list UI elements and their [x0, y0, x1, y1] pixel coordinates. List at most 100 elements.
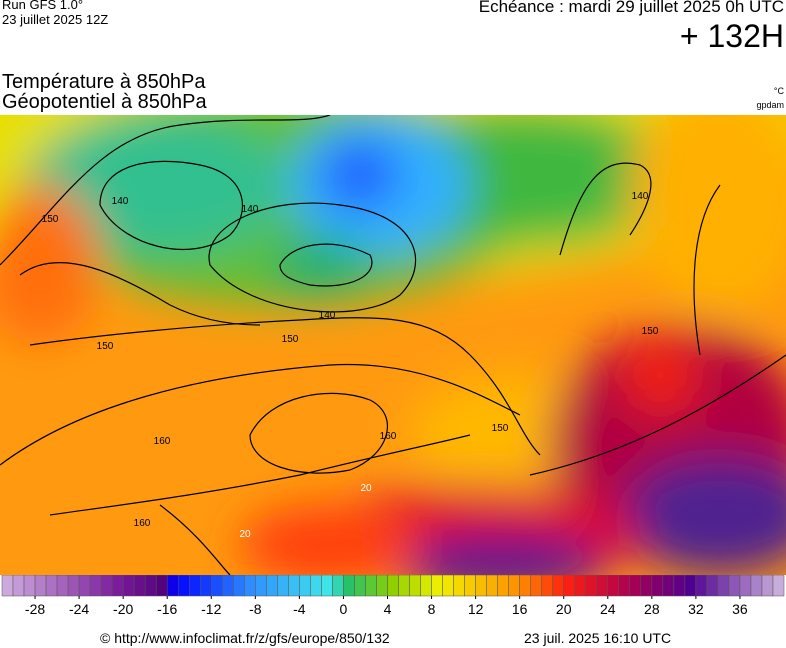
colorbar-swatch	[585, 575, 598, 597]
colorbar-tick-label: 4	[384, 601, 392, 617]
colorbar-swatch	[772, 575, 785, 597]
colorbar-swatch	[188, 575, 201, 597]
colorbar-swatch	[761, 575, 774, 597]
colorbar-swatch	[431, 575, 443, 597]
colorbar-tick-label: 16	[512, 601, 528, 617]
colorbar-tick-label: -20	[113, 601, 133, 617]
colorbar-tick-label: -4	[293, 601, 306, 617]
colorbar-tick-label: 28	[644, 601, 660, 617]
colorbar-swatch	[541, 575, 553, 597]
map: 140 140 140 140 150 150 150 150 150 160 160 160 20 20	[0, 115, 786, 575]
contour-label: 20	[239, 529, 251, 540]
colorbar-swatch	[166, 575, 179, 597]
colorbar-tick-label: -12	[201, 601, 221, 617]
colorbar-tick-label: 0	[340, 601, 348, 617]
generated-time: 23 juil. 2025 16:10 UTC	[524, 630, 672, 646]
colorbar-swatch	[420, 575, 432, 597]
colorbar-tick-label: 8	[428, 601, 436, 617]
run-date: 23 juillet 2025 12Z	[2, 12, 109, 27]
colorbar-swatch	[739, 575, 752, 597]
colorbar-swatch	[409, 575, 421, 597]
colorbar-swatch	[244, 575, 256, 597]
valid-time: Echéance : mardi 29 juillet 2025 0h UTC	[478, 0, 784, 16]
unit-label: °C	[773, 86, 784, 96]
colorbar-swatch	[23, 575, 36, 597]
colorbar-swatch	[376, 575, 388, 597]
colorbar-swatch	[310, 575, 322, 597]
colorbar-tick-label: -8	[249, 601, 262, 617]
contour-label: 140	[112, 196, 129, 207]
colorbar-swatch	[177, 575, 190, 597]
colorbar-swatch	[321, 575, 333, 597]
colorbar-swatch	[662, 575, 675, 597]
colorbar-swatch	[343, 575, 355, 597]
colorbar-tick-label: 32	[688, 601, 704, 617]
contour-label: 160	[380, 431, 397, 442]
contour-label: 150	[492, 423, 509, 434]
colorbar-swatch	[78, 575, 91, 597]
contour-label: 140	[632, 191, 649, 202]
colorbar-swatch	[728, 575, 741, 597]
contour-label: 150	[282, 334, 299, 345]
colorbar-swatch	[464, 575, 476, 597]
colorbar-swatch	[475, 575, 487, 597]
colorbar-swatch	[629, 575, 642, 597]
contour-label: 150	[642, 326, 659, 337]
contour-label: 160	[154, 436, 171, 447]
colorbar-swatch	[100, 575, 113, 597]
colorbar-swatch	[34, 575, 47, 597]
colorbar-swatch	[200, 575, 212, 597]
colorbar-swatch	[111, 575, 124, 597]
colorbar-swatch	[684, 575, 697, 597]
colorbar-swatch	[155, 575, 168, 597]
colorbar-swatch	[89, 575, 102, 597]
colorbar-swatch	[453, 575, 465, 597]
colorbar-tick-label: -28	[25, 601, 45, 617]
colorbar-swatch	[365, 575, 377, 597]
colorbar-swatch	[387, 575, 399, 597]
colorbar-swatch	[12, 575, 25, 597]
colorbar-swatch	[354, 575, 366, 597]
field-title: Géopotentiel à 850hPa	[2, 91, 207, 113]
colorbar-swatch	[695, 575, 708, 597]
colorbar-swatch	[607, 575, 620, 597]
colorbar-swatch	[45, 575, 58, 597]
colorbar-swatch	[552, 575, 564, 597]
colorbar-swatch	[442, 575, 454, 597]
colorbar-swatch	[233, 575, 245, 597]
colorbar-swatch	[67, 575, 80, 597]
contour-label: 140	[242, 204, 259, 215]
run-label: Run GFS 1.0°	[2, 0, 84, 12]
colorbar-swatch	[332, 575, 344, 597]
colorbar-swatch	[574, 575, 586, 597]
contour-label: 150	[97, 341, 114, 352]
colorbar-swatch	[122, 575, 135, 597]
contour-label: 150	[42, 214, 59, 225]
colorbar-swatch	[618, 575, 631, 597]
contour-label: 140	[319, 310, 336, 321]
colorbar-swatch	[398, 575, 410, 597]
contour-label: 160	[134, 518, 151, 529]
colorbar-swatch	[508, 575, 520, 597]
colorbar-swatch	[133, 575, 146, 597]
colorbar-swatch	[144, 575, 157, 597]
source-url: © http://www.infoclimat.fr/z/gfs/europe/…	[100, 630, 390, 646]
colorbar-tick-label: -24	[69, 601, 89, 617]
colorbar-swatch	[266, 575, 278, 597]
colorbar: -28 -24 -20 -16 -12 -8 -4 0 4 8 12 16 20 24 28 32 36	[1, 575, 785, 617]
colorbar-swatch	[563, 575, 575, 597]
colorbar-swatch	[56, 575, 69, 597]
colorbar-tick-label: 12	[468, 601, 484, 617]
colorbar-swatch	[750, 575, 763, 597]
colorbar-swatch	[717, 575, 730, 597]
colorbar-swatch	[519, 575, 531, 597]
colorbar-swatch	[277, 575, 289, 597]
colorbar-swatch	[640, 575, 653, 597]
colorbar-tick-label: 24	[600, 601, 616, 617]
contour-label: 20	[360, 483, 372, 494]
colorbar-swatch	[596, 575, 609, 597]
colorbar-tick-label: -16	[157, 601, 177, 617]
colorbar-swatch	[255, 575, 267, 597]
field-title: Température à 850hPa	[2, 71, 206, 93]
